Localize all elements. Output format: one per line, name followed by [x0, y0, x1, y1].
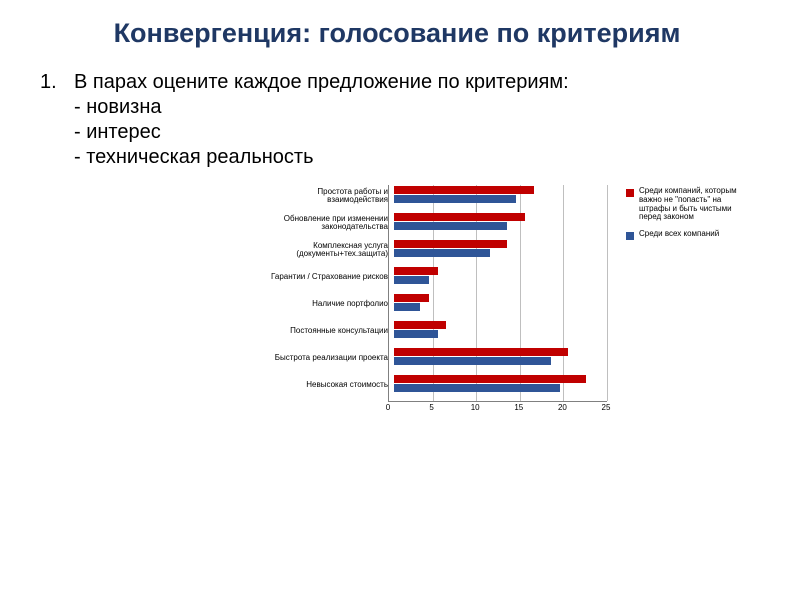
chart-row: Обновление при изменении законодательств…	[270, 212, 612, 234]
legend-swatch	[626, 232, 634, 240]
bar	[394, 267, 438, 275]
x-axis-tick: 0	[386, 403, 390, 412]
bar-chart: Простота работы и взаимодействия Обновлен…	[270, 185, 754, 415]
y-axis-label: Гарантии / Страхование рисков	[270, 273, 394, 281]
chart-row: Гарантии / Страхование рисков	[270, 266, 612, 288]
criteria-item: - новизна	[74, 96, 754, 119]
x-axis-tick: 5	[429, 403, 433, 412]
bar	[394, 294, 429, 302]
chart-row: Постоянные консультации	[270, 320, 612, 342]
lead-text: В парах оцените каждое предложение по кр…	[74, 71, 754, 94]
bar	[394, 384, 560, 392]
chart-row: Невысокая стоимость	[270, 374, 612, 396]
y-axis-label: Невысокая стоимость	[270, 381, 394, 389]
bar	[394, 186, 534, 194]
bar	[394, 357, 551, 365]
body-text-block: 1. В парах оцените каждое предложение по…	[40, 71, 754, 171]
criteria-item: - техническая реальность	[74, 146, 754, 169]
bar	[394, 321, 446, 329]
y-axis-label: Наличие портфолио	[270, 300, 394, 308]
chart-row: Простота работы и взаимодействия	[270, 185, 612, 207]
legend-label: Среди всех компаний	[639, 230, 719, 239]
chart-legend: Среди компаний, которым важно не "попаст…	[626, 185, 754, 248]
x-axis-tick: 15	[514, 403, 523, 412]
bar	[394, 249, 490, 257]
legend-item: Среди компаний, которым важно не "попаст…	[626, 187, 754, 222]
legend-label: Среди компаний, которым важно не "попаст…	[639, 187, 754, 222]
bar	[394, 276, 429, 284]
criteria-item: - интерес	[74, 121, 754, 144]
bar	[394, 240, 507, 248]
legend-swatch	[626, 189, 634, 197]
legend-item: Среди всех компаний	[626, 230, 754, 240]
x-axis-tick: 10	[471, 403, 480, 412]
x-axis-tick: 20	[558, 403, 567, 412]
chart-row: Быстрота реализации проекта	[270, 347, 612, 369]
chart-row: Наличие портфолио	[270, 293, 612, 315]
y-axis-label: Простота работы и взаимодействия	[270, 188, 394, 205]
bar	[394, 330, 438, 338]
bar	[394, 195, 516, 203]
y-axis-label: Обновление при изменении законодательств…	[270, 215, 394, 232]
chart-row: Комплексная услуга (документы+тех.защита…	[270, 239, 612, 261]
bar	[394, 375, 586, 383]
list-number: 1.	[40, 71, 74, 171]
bar	[394, 303, 420, 311]
bar	[394, 222, 507, 230]
y-axis-label: Быстрота реализации проекта	[270, 354, 394, 362]
y-axis-label: Постоянные консультации	[270, 327, 394, 335]
y-axis-label: Комплексная услуга (документы+тех.защита…	[270, 242, 394, 259]
page-title: Конвергенция: голосование по критериям	[40, 18, 754, 49]
bar	[394, 213, 525, 221]
x-axis-tick: 25	[602, 403, 611, 412]
bar	[394, 348, 568, 356]
